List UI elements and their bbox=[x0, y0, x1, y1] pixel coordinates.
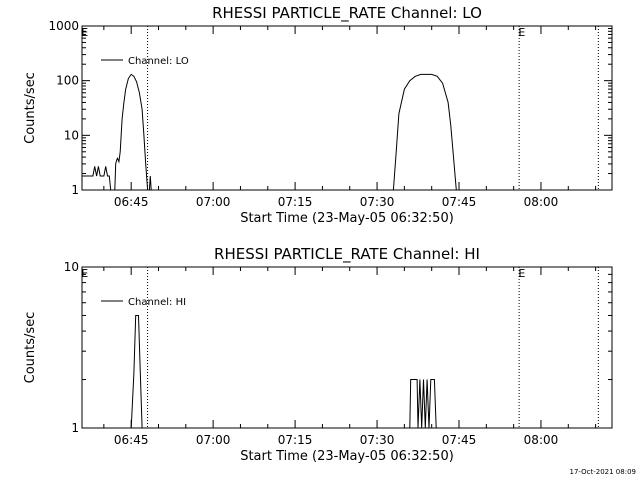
flag-label: E bbox=[81, 267, 88, 280]
y-tick-label: 1000 bbox=[48, 19, 79, 33]
series-line bbox=[114, 73, 149, 191]
x-tick-label: 07:30 bbox=[360, 195, 395, 209]
chart-panel-1: RHESSI PARTICLE_RATE Channel: HI Counts/s… bbox=[23, 245, 613, 464]
x-tick-label: 07:45 bbox=[442, 195, 477, 209]
x-axis-label: Start Time (23-May-05 06:32:50) bbox=[240, 449, 454, 464]
x-tick-label: 08:00 bbox=[524, 433, 559, 447]
footer-timestamp: 17-Oct-2021 08:09 bbox=[570, 468, 636, 476]
legend-label: Channel: HI bbox=[128, 297, 186, 308]
x-tick-label: 06:45 bbox=[114, 195, 149, 209]
x-axis-label: Start Time (23-May-05 06:32:50) bbox=[240, 211, 454, 226]
series-line bbox=[409, 379, 437, 429]
y-tick-label: 10 bbox=[64, 260, 79, 274]
y-tick-label: 1 bbox=[71, 183, 79, 197]
flag-label: E bbox=[518, 26, 525, 39]
plot-frame bbox=[81, 266, 613, 429]
x-tick-label: 06:45 bbox=[114, 433, 149, 447]
plot-frame bbox=[81, 25, 613, 191]
y-tick-label: 1 bbox=[71, 421, 79, 435]
flag-label: E bbox=[81, 26, 88, 39]
series-line bbox=[392, 73, 457, 191]
x-tick-label: 07:00 bbox=[196, 195, 231, 209]
x-tick-label: 07:15 bbox=[278, 195, 313, 209]
legend-label: Channel: LO bbox=[128, 56, 189, 67]
x-tick-label: 07:45 bbox=[442, 433, 477, 447]
series-line bbox=[82, 166, 112, 191]
chart-panel-0: RHESSI PARTICLE_RATE Channel: LO Counts/s… bbox=[23, 4, 613, 226]
chart-title: RHESSI PARTICLE_RATE Channel: HI bbox=[214, 245, 480, 264]
y-tick-label: 100 bbox=[56, 74, 79, 88]
x-tick-label: 08:00 bbox=[524, 195, 559, 209]
x-tick-label: 07:00 bbox=[196, 433, 231, 447]
series-line bbox=[130, 315, 143, 429]
y-axis-label: Counts/sec bbox=[23, 72, 38, 144]
series-line bbox=[148, 175, 152, 191]
x-tick-label: 07:30 bbox=[360, 433, 395, 447]
y-tick-label: 10 bbox=[64, 128, 79, 142]
chart-title: RHESSI PARTICLE_RATE Channel: LO bbox=[212, 4, 482, 23]
flag-label: E bbox=[518, 267, 525, 280]
x-tick-label: 07:15 bbox=[278, 433, 313, 447]
y-axis-label: Counts/sec bbox=[23, 312, 38, 384]
